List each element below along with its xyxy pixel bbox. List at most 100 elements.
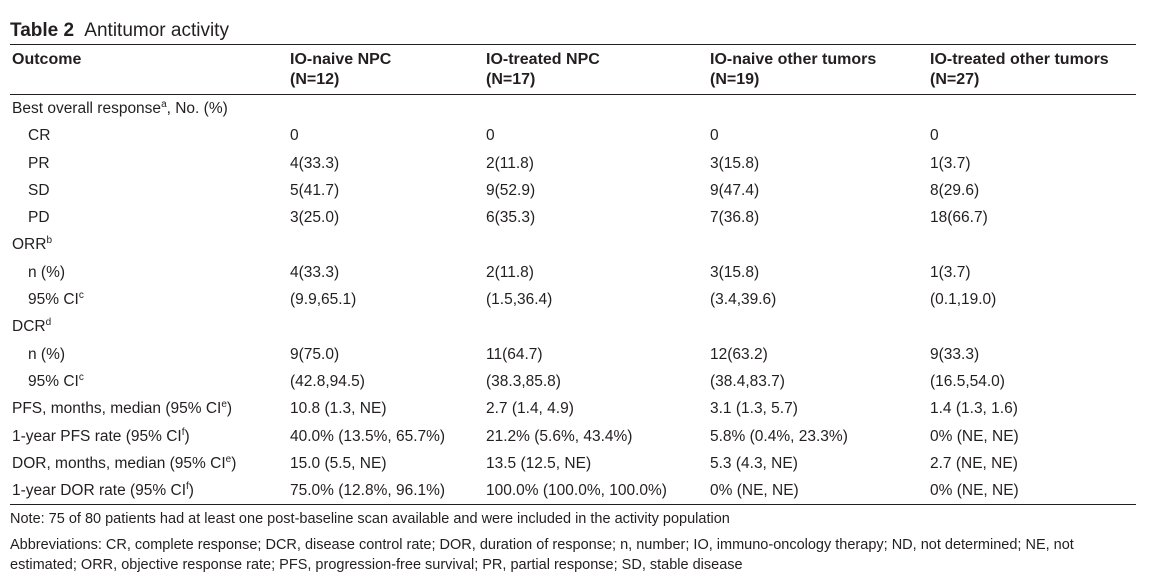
table-cell: (42.8,94.5) xyxy=(290,372,365,390)
table-cell: 1(3.7) xyxy=(930,263,971,281)
table-cell: 8(29.6) xyxy=(930,181,980,199)
table-cell xyxy=(484,313,708,340)
table-cell: 2.7 (1.4, 4.9) xyxy=(486,400,574,418)
table-header: Outcome IO-naive NPC (N=12) IO-treated N… xyxy=(10,44,1136,95)
row-label-text: PD xyxy=(28,209,50,227)
row-label-suffix: ) xyxy=(184,427,190,445)
table-row: SD 5(41.7) 9(52.9) 9(47.4) 8(29.6) xyxy=(10,177,1136,204)
table-cell: 9(47.4) xyxy=(710,181,760,199)
table-cell: 10.8 (1.3, NE) xyxy=(290,400,387,418)
row-label-text: DCR xyxy=(12,318,46,336)
table-cell: 6(35.3) xyxy=(486,209,536,227)
table-row: ORRb xyxy=(10,231,1136,258)
table-cell xyxy=(708,231,928,258)
table-cell xyxy=(928,95,1136,123)
row-label: DOR, months, median (95% CIe) xyxy=(10,450,288,477)
footnote-marker: b xyxy=(46,235,53,247)
column-header-n: (N=27) xyxy=(930,71,980,88)
row-label-text: n (%) xyxy=(28,263,66,281)
row-label-text: SD xyxy=(28,181,50,199)
row-label-text: PR xyxy=(28,154,50,172)
column-header-io-treated-npc: IO-treated NPC (N=17) xyxy=(484,45,708,95)
column-header-name: IO-treated NPC xyxy=(486,51,600,68)
row-label-text: 95% CI xyxy=(28,372,79,390)
table-label: Table 2 xyxy=(10,20,75,41)
table-cell: 75.0% (12.8%, 96.1%) xyxy=(290,482,446,500)
table-cell: 18(66.7) xyxy=(930,209,988,227)
table-row: PD 3(25.0) 6(35.3) 7(36.8) 18(66.7) xyxy=(10,204,1136,231)
table-cell xyxy=(708,313,928,340)
table-cell xyxy=(484,231,708,258)
table-cell: 3(25.0) xyxy=(290,209,340,227)
table-row: 95% CIc (9.9,65.1) (1.5,36.4) (3.4,39.6) (0.… xyxy=(10,286,1136,313)
row-label: ORRb xyxy=(10,231,288,258)
table-title: Antitumor activity xyxy=(84,20,229,41)
column-header-name: Outcome xyxy=(12,51,82,68)
table-cell xyxy=(928,313,1136,340)
table-cell: (1.5,36.4) xyxy=(486,291,553,309)
table-cell: 0 xyxy=(486,127,495,145)
table-cell: 7(36.8) xyxy=(710,209,760,227)
row-label: 95% CIc xyxy=(10,286,288,313)
table-cell: (0.1,19.0) xyxy=(930,291,997,309)
row-label-suffix: ) xyxy=(231,454,237,472)
column-header-io-treated-other: IO-treated other tumors (N=27) xyxy=(928,45,1136,95)
row-label-suffix: ) xyxy=(188,482,194,500)
footnote-marker: d xyxy=(45,317,52,329)
table-cell: 9(52.9) xyxy=(486,181,536,199)
table-row: DCRd xyxy=(10,313,1136,340)
table-cell: 4(33.3) xyxy=(290,154,340,172)
table-cell xyxy=(708,95,928,123)
row-label-suffix: ) xyxy=(226,400,233,418)
table-cell: 9(33.3) xyxy=(930,345,980,363)
table-cell: 21.2% (5.6%, 43.4%) xyxy=(486,427,633,445)
row-label: 1-year PFS rate (95% CIf) xyxy=(10,423,288,450)
table-cell: 0 xyxy=(290,127,299,145)
column-header-n: (N=17) xyxy=(486,71,536,88)
row-label-text: n (%) xyxy=(28,345,66,363)
column-header-io-naive-other: IO-naive other tumors (N=19) xyxy=(708,45,928,95)
table-cell: (3.4,39.6) xyxy=(710,291,777,309)
row-label: CR xyxy=(10,122,288,149)
table-cell: 0% (NE, NE) xyxy=(710,482,799,500)
table-footnotes: Note: 75 of 80 patients had at least one… xyxy=(10,509,1140,575)
table-cell: 15.0 (5.5, NE) xyxy=(290,454,387,472)
table-cell: 12(63.2) xyxy=(710,345,768,363)
footnote-marker: e xyxy=(225,453,232,465)
table-row: DOR, months, median (95% CIe) 15.0 (5.5, … xyxy=(10,450,1136,477)
column-header-name: IO-treated other tumors xyxy=(930,51,1109,68)
column-header-name: IO-naive NPC xyxy=(290,51,392,68)
column-header-io-naive-npc: IO-naive NPC (N=12) xyxy=(288,45,484,95)
footnote-marker: c xyxy=(78,371,84,383)
footnote-marker: f xyxy=(181,426,185,438)
table-caption: Table 2 Antitumor activity xyxy=(10,18,1136,44)
row-label-text: 1-year DOR rate (95% CI xyxy=(12,482,186,500)
row-label-text: 1-year PFS rate (95% CI xyxy=(12,427,182,445)
row-label: 1-year DOR rate (95% CIf) xyxy=(10,477,288,505)
table-row: 1-year PFS rate (95% CIf) 40.0% (13.5%, 6… xyxy=(10,423,1136,450)
antitumor-activity-table-container: Table 2 Antitumor activity Outcome IO-na… xyxy=(10,18,1136,505)
table-cell: 0% (NE, NE) xyxy=(930,427,1019,445)
table-row: 95% CIc (42.8,94.5) (38.3,85.8) (38.4,83.7)… xyxy=(10,368,1136,395)
row-label: PD xyxy=(10,204,288,231)
footnote-marker: a xyxy=(161,99,167,110)
table-cell: 0 xyxy=(930,127,939,145)
table-row: CR 0 0 0 0 xyxy=(10,122,1136,149)
table-body: Best overall responsea, No. (%) CR 0 0 0 0 PR 4… xyxy=(10,95,1136,505)
table-cell: 100.0% (100.0%, 100.0%) xyxy=(486,482,667,500)
row-label-text: Best overall response xyxy=(12,100,162,117)
table-cell: 11(64.7) xyxy=(486,345,543,363)
row-label: Best overall responsea, No. (%) xyxy=(10,95,288,123)
row-label: 95% CIc xyxy=(10,368,288,395)
table-row: Best overall responsea, No. (%) xyxy=(10,95,1136,123)
row-label-text: ORR xyxy=(12,236,47,254)
table-cell: 4(33.3) xyxy=(290,263,340,281)
row-label: PR xyxy=(10,150,288,177)
table-cell: 3.1 (1.3, 5.7) xyxy=(710,400,798,418)
table-cell: 13.5 (12.5, NE) xyxy=(486,454,592,472)
table-cell: (38.3,85.8) xyxy=(486,372,561,390)
row-label: DCRd xyxy=(10,313,288,340)
table-cell: 3(15.8) xyxy=(710,154,760,172)
table-cell xyxy=(288,95,484,123)
table-cell: (9.9,65.1) xyxy=(290,291,357,309)
